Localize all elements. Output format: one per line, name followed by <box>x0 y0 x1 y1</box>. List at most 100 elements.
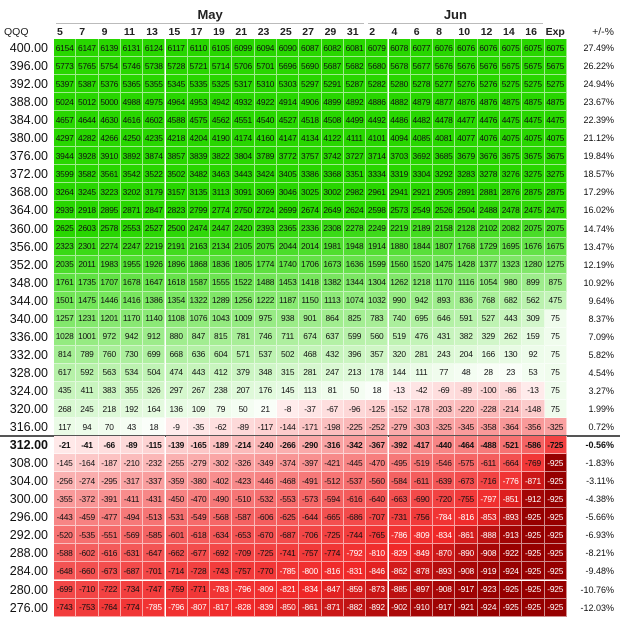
pl-cell: 899 <box>522 273 545 292</box>
pl-cell: 6139 <box>98 39 121 58</box>
pl-cell: 990 <box>388 291 411 310</box>
pl-cell: 6076 <box>433 39 456 58</box>
pl-cell: 3599 <box>54 165 77 184</box>
pl-cell: 5012 <box>76 93 99 112</box>
pl-cell: 4492 <box>366 111 389 130</box>
pl-cell: -519 <box>410 454 434 473</box>
pl-cell: 1032 <box>366 291 389 310</box>
pl-cell: -744 <box>343 526 367 545</box>
pl-cell: -391 <box>98 490 121 509</box>
pl-cell: 2189 <box>410 219 434 238</box>
pl-cell: 2219 <box>143 237 166 256</box>
pl-cell: 534 <box>120 363 144 382</box>
pl-cell: -753 <box>76 598 99 617</box>
pl-cell: 2105 <box>232 237 255 256</box>
pl-cell: -625 <box>277 508 300 527</box>
pl-cell: -464 <box>455 436 478 455</box>
pl-cell: 6075 <box>500 39 523 58</box>
pl-cell: 1896 <box>165 255 188 274</box>
pl-cell: 144 <box>388 363 411 382</box>
pl-cell: -274 <box>76 472 99 491</box>
pl-cell: 6154 <box>54 39 77 58</box>
change-pct: 24.94% <box>583 79 614 90</box>
pl-cell: -491 <box>299 472 322 491</box>
pl-cell: -342 <box>343 436 367 455</box>
pl-cell: 5387 <box>76 75 99 94</box>
pl-cell: 3772 <box>277 147 300 166</box>
pl-cell: -925 <box>544 544 567 563</box>
pl-cell: 247 <box>321 363 344 382</box>
pl-cell: 5000 <box>98 93 121 112</box>
strike-price: 300.00 <box>9 492 48 507</box>
pl-cell: 4077 <box>455 129 478 148</box>
pl-cell: 5276 <box>477 75 500 94</box>
pl-cell: -325 <box>544 418 567 437</box>
pl-cell: 2278 <box>343 219 367 238</box>
pl-cell: 2336 <box>299 219 322 238</box>
pl-cell: 2871 <box>120 201 144 220</box>
pl-cell: 637 <box>321 327 344 346</box>
pl-cell: -925 <box>544 508 567 527</box>
strike-price: 316.00 <box>9 420 48 435</box>
pl-cell: 1636 <box>343 255 367 274</box>
pl-cell: 3482 <box>187 165 211 184</box>
pl-cell: 1377 <box>477 255 500 274</box>
pl-cell: 502 <box>277 345 300 364</box>
pl-cell: -797 <box>477 490 500 509</box>
pl-cell: -423 <box>232 472 255 491</box>
pl-cell: -662 <box>165 544 188 563</box>
strike-price: 396.00 <box>9 59 48 74</box>
pl-cell: 4508 <box>321 111 344 130</box>
pl-cell: 1475 <box>433 255 456 274</box>
pl-cell: 864 <box>321 309 344 328</box>
pl-cell: 2918 <box>76 201 99 220</box>
pl-cell: 1231 <box>76 309 99 328</box>
pl-cell: 1076 <box>187 309 211 328</box>
pl-cell: -302 <box>210 454 233 473</box>
pl-cell: 5397 <box>54 75 77 94</box>
day-label: 9 <box>101 26 108 38</box>
change-pct: 7.09% <box>588 331 614 342</box>
pl-cell: -421 <box>321 454 344 473</box>
pl-cell: -924 <box>500 562 523 581</box>
pl-cell: 3319 <box>388 165 411 184</box>
change-pct: -0.56% <box>585 440 614 451</box>
pl-cell: 2774 <box>210 201 233 220</box>
pl-cell: 1304 <box>366 273 389 292</box>
pl-cell: 2875 <box>522 183 545 202</box>
pl-cell: 5678 <box>388 57 411 76</box>
pl-cell: 3692 <box>410 147 434 166</box>
pl-cell: -893 <box>500 508 523 527</box>
pl-cell: 4297 <box>54 129 77 148</box>
pl-cell: -364 <box>500 418 523 437</box>
pl-cell: -569 <box>120 526 144 545</box>
pl-cell: 527 <box>477 309 500 328</box>
pl-cell: 6094 <box>254 39 277 58</box>
pl-cell: 5376 <box>98 75 121 94</box>
pl-cell: 5728 <box>165 57 188 76</box>
pl-cell: 3804 <box>232 147 255 166</box>
pl-cell: 4475 <box>544 111 567 130</box>
pl-cell: 113 <box>299 381 322 400</box>
pl-cell: 1520 <box>410 255 434 274</box>
pl-cell: 70 <box>98 418 121 437</box>
pl-cell: 6081 <box>343 39 367 58</box>
change-pct: 3.27% <box>588 385 614 396</box>
pl-cell: -917 <box>455 580 478 599</box>
pl-cell: -358 <box>477 418 500 437</box>
pl-cell: 3334 <box>366 165 389 184</box>
pl-cell: 3424 <box>254 165 277 184</box>
pl-cell: 3561 <box>98 165 121 184</box>
pl-cell: 2921 <box>410 183 434 202</box>
pl-cell: 699 <box>143 345 166 364</box>
pl-cell: 2393 <box>254 219 277 238</box>
pl-cell: 5682 <box>343 57 367 76</box>
day-label: 12 <box>480 26 493 38</box>
pl-cell: -198 <box>321 418 344 437</box>
pl-cell: 1187 <box>277 291 300 310</box>
pl-cell: -925 <box>522 598 545 617</box>
pl-cell: -648 <box>54 562 77 581</box>
pl-cell: 218 <box>98 400 121 419</box>
pl-cell: -925 <box>544 454 567 473</box>
pl-cell: 783 <box>366 309 389 328</box>
